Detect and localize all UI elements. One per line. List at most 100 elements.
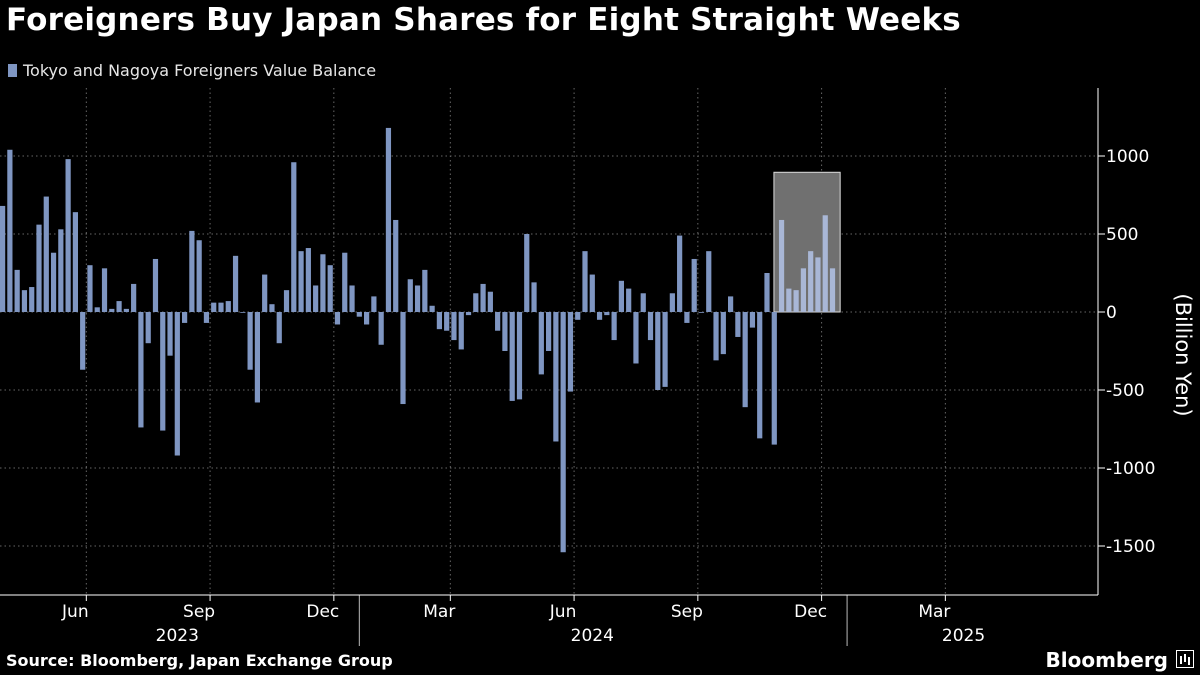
bar [291,162,297,312]
y-tick-label: 0 [1106,303,1117,323]
y-axis-label: (Billion Yen) [1171,293,1195,416]
bar [465,312,472,316]
bar [167,312,173,356]
bar [123,308,129,312]
axes: 1000 500 0 -500 -1000 -1500 Jun Sep Dec Mar Jun Sep… [0,88,1155,646]
bar [429,305,435,312]
bar [342,252,348,312]
bar [65,159,71,312]
bar [604,312,610,316]
legend-label: Tokyo and Nagoya Foreigners Value Balanc… [23,61,377,80]
chart-icon [1176,650,1194,668]
bar [596,312,603,320]
bar [393,219,399,312]
highlight-box [773,171,841,313]
bar [509,312,515,401]
bar [138,312,144,428]
bar [43,196,49,312]
x-tick-label: Mar [918,602,950,622]
bar [298,251,304,312]
bar [72,212,78,312]
year-label: 2024 [571,626,614,646]
bar [487,291,493,312]
bar [116,301,122,312]
x-tick-label: Sep [671,602,703,622]
bar [575,312,581,320]
x-tick-label: Mar [423,602,455,622]
bar [815,257,821,312]
bar [735,312,741,337]
bar [778,219,785,312]
bar [276,312,282,344]
bar [764,273,770,312]
bar [385,127,392,312]
bar [400,312,406,405]
bar [240,312,246,313]
bar [182,312,188,323]
bar [502,312,508,351]
bar [349,285,355,312]
year-label: 2023 [156,626,199,646]
bar [218,302,224,312]
bar [771,312,777,445]
bar [684,312,690,323]
x-tick-label: Jun [61,602,89,622]
bar [800,268,806,312]
bar [662,312,668,387]
bar [160,312,166,431]
source-note: Source: Bloomberg, Japan Exchange Group [6,651,393,670]
bar [698,312,705,313]
bar [720,312,726,355]
year-label: 2025 [942,626,985,646]
bar [706,251,712,312]
brand-logo: Bloomberg [1045,648,1168,672]
bar [414,285,421,312]
bar [0,205,6,312]
bar [691,258,697,312]
bar [538,312,544,375]
bar [407,279,413,312]
bar [589,274,595,312]
bar [50,252,57,312]
bar [786,288,792,312]
bar [327,265,333,312]
bar [364,312,370,325]
legend: Tokyo and Nagoya Foreigners Value Balanc… [8,61,376,80]
bar [451,312,457,341]
bar [458,312,464,350]
bar [94,307,100,312]
bar [626,288,632,312]
bar [436,312,442,330]
bar [269,304,275,312]
bar [58,229,64,312]
bar [422,269,428,312]
bar [567,312,574,392]
bar [757,312,763,439]
bar [21,290,28,312]
bar [174,312,180,456]
bar [14,269,20,312]
x-tick-label: Dec [794,602,827,622]
bar [531,282,537,312]
bar [196,240,202,312]
x-tick-label: Jun [549,602,577,622]
y-tick-label: -1500 [1106,537,1155,557]
bar [80,312,86,370]
bar [655,312,661,390]
bar [283,290,290,312]
bar [742,312,748,408]
bar [728,296,734,312]
bar [7,149,13,312]
bar [378,312,384,345]
bar [822,215,828,312]
bar [444,312,450,331]
y-tick-label: 500 [1106,225,1138,245]
bar [211,302,217,312]
bar [669,293,675,312]
bar [29,287,35,312]
chart-title: Foreigners Buy Japan Shares for Eight St… [6,2,961,38]
bar [640,293,646,312]
bar [524,234,530,312]
bar [713,312,719,361]
